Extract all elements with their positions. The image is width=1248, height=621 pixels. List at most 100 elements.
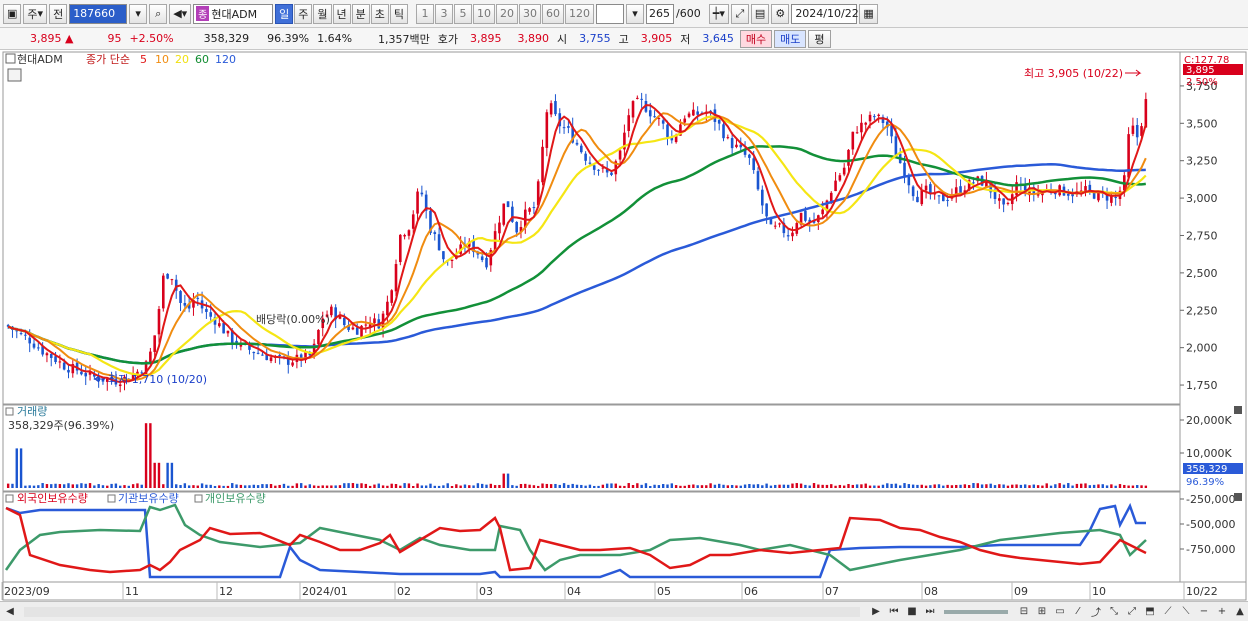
draw2-icon[interactable]: ⤴ <box>1091 608 1101 619</box>
buy-button[interactable]: 매수 <box>739 29 773 48</box>
scroll-track[interactable] <box>24 606 860 617</box>
volume-bar <box>308 484 312 488</box>
zoom-out-icon[interactable]: − <box>1199 606 1209 617</box>
prev-button[interactable]: 전 <box>49 3 68 24</box>
draw3-icon[interactable]: ⤡ <box>1110 606 1118 617</box>
calendar-icon[interactable]: ▦ <box>859 3 878 24</box>
period-button-4[interactable]: 분 <box>351 3 370 24</box>
candle-body <box>351 327 355 330</box>
price-panel[interactable] <box>2 51 1181 405</box>
layout1-icon[interactable]: ⊟ <box>1019 606 1029 617</box>
legend-stock-name: 현대ADM <box>17 53 63 66</box>
date-input[interactable]: 2024/10/22 <box>791 3 859 24</box>
volume-bar <box>834 485 837 488</box>
market-select[interactable]: 주 ▾ <box>23 3 48 24</box>
volume-bar <box>325 485 329 488</box>
holding-legend-icon[interactable] <box>5 494 14 503</box>
zoom-in-icon[interactable]: + <box>1217 606 1227 617</box>
holding-panel[interactable] <box>2 491 1181 583</box>
period-button-3[interactable]: 년 <box>332 3 351 24</box>
volume-bar <box>162 484 165 488</box>
scroll-right-icon[interactable]: ▶ <box>872 606 880 617</box>
volume-bar <box>498 484 501 488</box>
sell-button[interactable]: 매도 <box>774 29 807 48</box>
volume-bar <box>6 483 10 488</box>
stock-name-field[interactable]: 종 현대ADM <box>193 3 274 24</box>
volume-bar <box>679 485 682 488</box>
volume-panel[interactable] <box>2 404 1181 492</box>
eval-button[interactable]: 평 <box>808 29 831 48</box>
volume-bar <box>567 484 570 488</box>
candle-body <box>84 373 88 377</box>
candle-body <box>179 291 182 303</box>
triangle-icon[interactable]: ▲ <box>1236 606 1244 617</box>
search-icon[interactable]: ⌕ <box>149 3 168 24</box>
volume-bar <box>24 485 27 488</box>
candle-body <box>75 362 79 371</box>
volume-bar <box>1075 483 1079 488</box>
layout2-icon[interactable]: ⊞ <box>1037 606 1047 617</box>
volume-close-icon[interactable] <box>1234 406 1242 414</box>
rewind-icon[interactable]: ⏮ <box>889 606 899 617</box>
interval-button-5[interactable]: 30 <box>519 3 542 24</box>
interval-button-6[interactable]: 60 <box>542 3 565 24</box>
grid-toggle-icon[interactable] <box>7 68 22 82</box>
scroll-left-icon[interactable]: ◀ <box>6 606 14 617</box>
interval-button-4[interactable]: 20 <box>496 3 519 24</box>
period-button-6[interactable]: 틱 <box>389 3 409 24</box>
volume-bar <box>317 485 320 488</box>
volume-bar <box>347 483 350 488</box>
stop-icon[interactable]: ■ <box>907 606 917 617</box>
interval-dropdown-icon[interactable]: ▾ <box>626 3 645 24</box>
volume-bar <box>804 484 807 488</box>
volume-legend-icon[interactable] <box>5 407 14 416</box>
candle-body <box>1131 125 1135 134</box>
draw1-icon[interactable]: ⁄ <box>1077 606 1079 617</box>
interval-button-3[interactable]: 10 <box>473 3 496 24</box>
candle-body <box>355 327 359 335</box>
layout3-icon[interactable]: ▭ <box>1055 606 1065 617</box>
candle-body <box>1140 126 1143 136</box>
zoom-slider[interactable] <box>944 609 1008 614</box>
volume-bar <box>218 485 221 488</box>
code-dropdown-icon[interactable]: ▾ <box>129 3 148 24</box>
candle-type-icon[interactable]: ┿▾ <box>708 3 729 24</box>
volume-bar <box>179 485 182 488</box>
bottom-scrollbar[interactable]: ◀ ▶ ⏮ ■ ⏭ ⊟ ⊞ ▭ ⁄ ⤴ ⤡ ⤢ ⬒ ⟋ ⟍ − + ▲ <box>0 601 1248 621</box>
candle-body <box>519 226 523 233</box>
period-button-0[interactable]: 일 <box>275 3 294 24</box>
volume-bar <box>287 485 290 488</box>
forward-icon[interactable]: ⏭ <box>925 606 935 617</box>
interval-button-2[interactable]: 5 <box>454 3 473 24</box>
legend-box-icon[interactable] <box>5 53 16 64</box>
volume-bar <box>1110 484 1113 488</box>
candle-body <box>1127 134 1130 178</box>
interval-button-1[interactable]: 3 <box>435 3 454 24</box>
speaker-icon[interactable]: ◀▾ <box>169 3 192 24</box>
tool-icon[interactable]: ⤢ <box>730 3 749 24</box>
volume-bar <box>911 484 915 488</box>
candle-body <box>373 318 376 324</box>
stock-code-input[interactable]: 187660 <box>69 3 128 24</box>
chart-area[interactable]: 3,750 3,500 3,250 3,000 2,750 2,500 2,250 2,000… <box>0 50 1248 601</box>
legend-ma-label: 종가 단순 <box>86 53 130 66</box>
period-button-2[interactable]: 월 <box>313 3 332 24</box>
chart-svg[interactable]: 3,750 3,500 3,250 3,000 2,750 2,500 2,250 2,000… <box>0 50 1248 601</box>
draw4-icon[interactable]: ⤢ <box>1128 606 1136 617</box>
count-input[interactable]: 265 <box>646 3 675 24</box>
save-icon[interactable]: ▤ <box>750 3 770 24</box>
draw7-icon[interactable]: ⟍ <box>1182 606 1190 617</box>
volume-bar <box>687 484 691 488</box>
interval-button-7[interactable]: 120 <box>565 3 595 24</box>
draw5-icon[interactable]: ⬒ <box>1145 606 1155 617</box>
interval-input[interactable] <box>596 3 625 24</box>
layout-icon[interactable]: ▣ <box>3 3 22 24</box>
gear-icon[interactable]: ⚙ <box>771 3 790 24</box>
legend-ma120: 120 <box>215 53 236 66</box>
period-button-5[interactable]: 초 <box>370 3 389 24</box>
period-button-1[interactable]: 주 <box>294 3 313 24</box>
interval-button-0[interactable]: 1 <box>416 3 435 24</box>
holding-close-icon[interactable] <box>1234 493 1242 501</box>
draw6-icon[interactable]: ⟋ <box>1164 606 1172 617</box>
xtick-label: 10/22 <box>1186 585 1218 598</box>
